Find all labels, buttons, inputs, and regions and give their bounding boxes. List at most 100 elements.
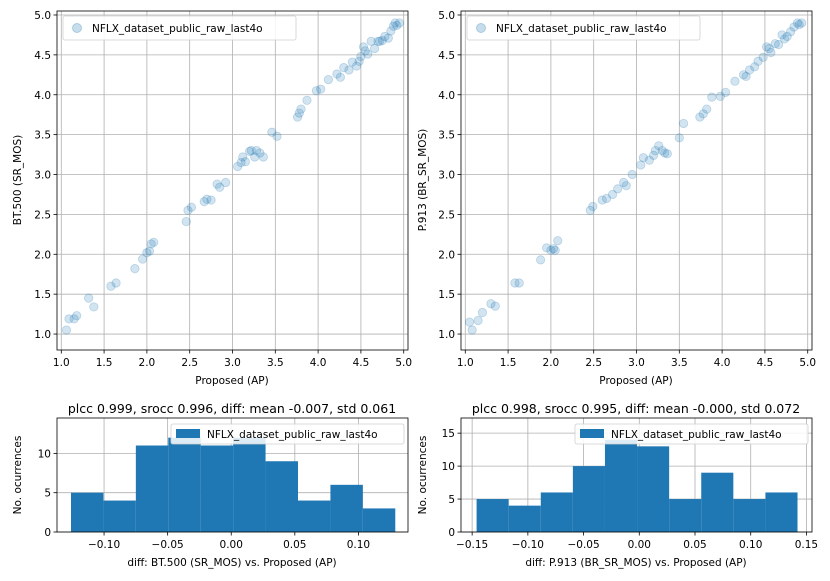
scatter-point: [181, 216, 191, 227]
legend: NFLX_dataset_public_raw_last4o: [466, 15, 701, 41]
scatter-point: [383, 33, 393, 43]
scatter-point: [392, 20, 402, 30]
x-tick-label: 0.10: [347, 539, 370, 551]
scatter-point: [636, 160, 646, 170]
x-tick-label: −0.10: [88, 539, 120, 551]
scatter-point: [627, 169, 637, 180]
x-tick-label: 5.0: [395, 357, 412, 369]
x-tick-label: 4.0: [714, 357, 731, 369]
legend-label: NFLX_dataset_public_raw_last4o: [92, 23, 263, 35]
plot-frame: [460, 417, 813, 533]
scatter-point: [638, 153, 648, 163]
scatter-point: [375, 36, 385, 46]
scatter-point: [272, 131, 282, 141]
scatter-point: [294, 108, 304, 118]
scatter-point: [738, 70, 749, 80]
y-tick-label: 3.5: [34, 130, 51, 142]
scatter-point: [550, 245, 560, 255]
histogram-bar: [508, 505, 541, 532]
scatter-point: [388, 21, 399, 31]
scatter-point: [649, 150, 659, 160]
scatter-point: [138, 254, 148, 264]
y-axis-label: P.913 (BR_SR_MOS): [417, 129, 429, 232]
scatter-point: [347, 57, 357, 67]
histogram-bar: [200, 445, 234, 532]
scatter-point: [650, 145, 660, 156]
scatter-point: [619, 177, 629, 188]
scatter-point: [467, 325, 477, 335]
x-tick-label: 0.05: [283, 539, 306, 551]
histogram-bar: [765, 492, 798, 532]
scatter-point: [546, 245, 556, 255]
legend-swatch: [176, 429, 200, 438]
scatter-point: [323, 74, 333, 85]
y-tick-label: 3.0: [34, 170, 51, 182]
scatter-point: [215, 182, 225, 192]
histogram-title: plcc 0.999, srocc 0.996, diff: mean -0.0…: [68, 401, 396, 416]
scatter-point: [233, 161, 243, 172]
scatter-point: [486, 299, 496, 309]
x-tick-label: 3.0: [628, 357, 645, 369]
scatter-point: [292, 112, 303, 122]
legend-box: [62, 15, 297, 41]
scatter-point: [707, 92, 717, 102]
scatter-point: [720, 87, 731, 97]
legend-marker: [72, 23, 82, 33]
x-tick-label: 2.0: [543, 357, 560, 369]
scatter-point: [657, 145, 667, 156]
scatter-point: [238, 152, 248, 162]
histogram-bar: [168, 437, 201, 532]
scatter-point: [267, 127, 277, 137]
scatter-point: [613, 184, 623, 194]
histogram-bar: [669, 499, 702, 532]
y-tick-label: 10: [442, 461, 455, 473]
scatter-point: [780, 34, 790, 44]
x-tick-label: 0.00: [628, 539, 651, 551]
scatter-point: [255, 148, 265, 158]
y-tick-label: 5.0: [438, 10, 455, 22]
scatter-point: [258, 152, 268, 162]
x-tick-label: −0.05: [152, 539, 184, 551]
histogram-bar: [362, 508, 396, 532]
scatter-point: [186, 202, 197, 212]
scatter-point: [356, 51, 366, 62]
scatter-bt500-panel: 1.0 1.5 2.0 2.5 3.0 3.5 4.0 4.5 5.0 1.0 1.5 2.0 2.5 3…: [12, 10, 412, 387]
scatter-point: [240, 157, 250, 167]
scatter-point: [245, 146, 255, 156]
scatter-point: [774, 39, 784, 50]
y-tick-label: 4.5: [34, 50, 51, 62]
scatter-point: [744, 65, 755, 75]
x-tick-label: 1.0: [53, 357, 70, 369]
y-axis-label: BT.500 (SR_MOS): [12, 135, 24, 225]
scatter-point: [106, 281, 116, 291]
scatter-point: [358, 42, 369, 52]
histogram-bar: [637, 446, 670, 532]
scatter-point: [344, 65, 354, 75]
scatter-point: [794, 19, 804, 30]
x-tick-label: 2.5: [181, 357, 198, 369]
x-tick-label: 4.0: [310, 357, 327, 369]
y-tick-label: 2.5: [438, 209, 455, 221]
scatter-point: [363, 49, 373, 59]
legend-box: [574, 423, 809, 445]
legend-marker: [476, 23, 486, 33]
scatter-point: [536, 255, 546, 265]
scatter-point: [89, 302, 99, 312]
scatter-point: [339, 63, 349, 73]
scatter-point: [354, 56, 364, 66]
scatter-point: [553, 236, 563, 246]
y-tick-label: 0: [448, 527, 455, 539]
scatter-point: [250, 152, 260, 162]
scatter-point: [770, 39, 780, 49]
x-tick-label: 3.0: [224, 357, 241, 369]
y-tick-label: 2.0: [438, 249, 455, 261]
scatter-point: [762, 42, 772, 52]
scatter-point: [660, 148, 670, 158]
x-tick-label: 1.5: [500, 357, 517, 369]
scatter-point: [464, 317, 475, 327]
scatter-point: [366, 36, 376, 46]
y-axis-label: No. ocurrences: [12, 436, 24, 515]
histogram-bar: [265, 461, 298, 532]
y-axis-label: No. ocurrences: [417, 436, 429, 515]
